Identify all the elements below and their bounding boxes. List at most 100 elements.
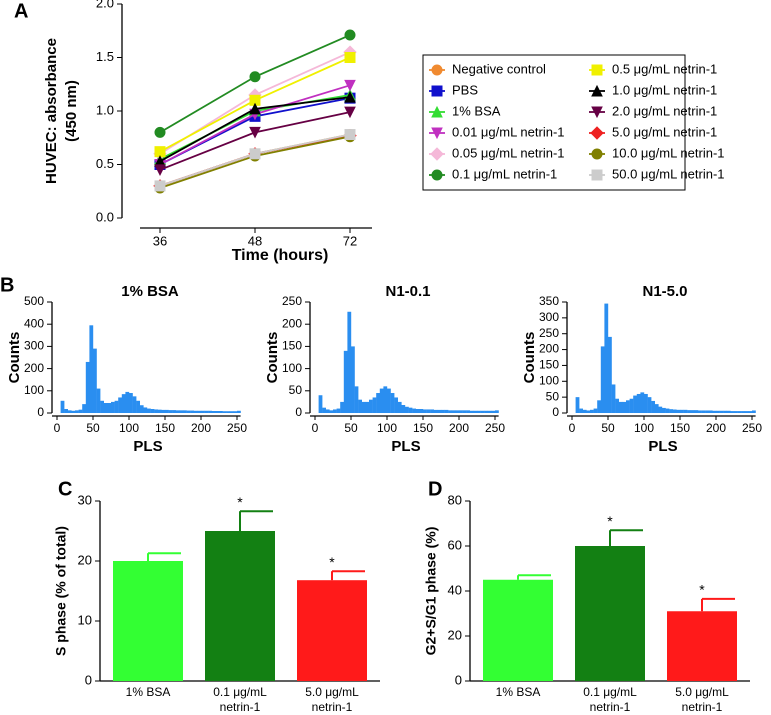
panel-label: A <box>14 0 28 22</box>
marker <box>154 126 166 138</box>
y-tick-label: 350 <box>539 294 559 308</box>
chart-title: N1-5.0 <box>642 283 687 300</box>
bar <box>190 410 194 413</box>
bar <box>405 406 409 413</box>
bar <box>318 395 323 413</box>
bar <box>483 579 553 681</box>
bar <box>64 409 68 413</box>
bar <box>716 410 720 413</box>
bar <box>579 408 583 413</box>
bar <box>365 401 370 413</box>
x-axis-label: PLS <box>391 438 420 455</box>
bar <box>157 409 162 413</box>
bar <box>325 409 330 413</box>
y-tick-label: 150 <box>539 358 559 372</box>
y-tick-label: 100 <box>539 373 559 387</box>
legend-label: Negative control <box>452 61 546 76</box>
x-tick-label: 0.1 μg/mL <box>213 685 267 699</box>
x-tick-label: 5.0 μg/mL <box>675 685 729 699</box>
y-tick-label: 1.0 <box>96 102 114 117</box>
legend-label: 5.0 μg/mL netrin-1 <box>612 124 717 139</box>
bar <box>667 611 737 681</box>
y-axis-label: Counts <box>521 332 538 384</box>
bar <box>201 410 205 413</box>
bar <box>586 410 591 413</box>
bar <box>437 409 442 413</box>
legend-label: PBS <box>452 82 478 97</box>
bar <box>597 400 601 413</box>
bar <box>89 325 94 413</box>
bar <box>121 394 126 413</box>
bar <box>211 411 216 413</box>
bar <box>491 410 496 413</box>
bar <box>354 386 359 413</box>
bar <box>208 410 212 413</box>
bar <box>662 407 666 413</box>
bar <box>748 411 753 413</box>
bar <box>611 384 616 413</box>
bar <box>590 409 594 413</box>
bar <box>222 411 227 413</box>
legend-label: 10.0 μg/mL netrin-1 <box>612 145 725 160</box>
bar <box>694 410 699 413</box>
x-axis-label: Time (hours) <box>232 247 329 264</box>
x-tick-label: netrin-1 <box>312 700 353 714</box>
bar <box>430 409 434 413</box>
bar <box>730 411 735 413</box>
panel-label: D <box>428 478 442 500</box>
legend-marker <box>590 126 604 140</box>
marker <box>249 102 261 115</box>
bar <box>582 409 587 413</box>
bar <box>462 410 467 413</box>
legend-label: 0.1 μg/mL netrin-1 <box>452 166 557 181</box>
bar <box>441 409 445 413</box>
bar <box>744 411 749 413</box>
x-tick-label: 250 <box>227 421 247 435</box>
marker <box>344 90 356 103</box>
legend-marker <box>591 169 603 181</box>
bar <box>636 393 641 413</box>
y-tick-label: 0 <box>552 405 559 419</box>
marker <box>344 129 356 141</box>
bar <box>687 410 691 413</box>
y-tick-label: 200 <box>539 342 559 356</box>
bar <box>484 410 488 413</box>
y-tick-label: 300 <box>539 310 559 324</box>
x-tick-label: 250 <box>742 421 762 435</box>
bar <box>215 411 220 413</box>
x-tick-label: 0 <box>312 421 319 435</box>
x-tick-label: 150 <box>155 421 175 435</box>
bar <box>477 410 481 413</box>
bar <box>183 410 187 413</box>
bar <box>415 409 420 413</box>
bar <box>647 397 652 413</box>
marker <box>344 79 356 92</box>
marker <box>154 146 166 158</box>
x-tick-label: netrin-1 <box>590 700 631 714</box>
legend-marker <box>431 85 443 97</box>
bar <box>100 400 104 413</box>
legend-marker <box>591 106 603 119</box>
legend-marker <box>431 105 443 118</box>
bar <box>752 410 756 413</box>
bar <box>466 410 470 413</box>
legend-marker <box>431 127 443 140</box>
x-tick-label: 0.1 μg/mL <box>583 685 637 699</box>
bar <box>622 401 627 413</box>
legend-marker <box>591 148 603 160</box>
y-tick-label: 10 <box>78 612 92 627</box>
y-tick-label: 50 <box>546 389 560 403</box>
bar <box>78 409 83 413</box>
x-tick-label: netrin-1 <box>220 700 261 714</box>
bar <box>575 397 580 413</box>
y-axis-label: (450 nm) <box>63 80 80 142</box>
x-axis-label: PLS <box>648 438 677 455</box>
x-tick-label: netrin-1 <box>682 700 723 714</box>
marker <box>249 148 261 160</box>
x-tick-label: 100 <box>119 421 139 435</box>
y-axis-label: HUVEC: absorbance <box>43 38 60 184</box>
bar <box>113 561 183 681</box>
bar <box>150 409 155 413</box>
bar <box>701 410 706 413</box>
x-tick-label: 100 <box>634 421 654 435</box>
